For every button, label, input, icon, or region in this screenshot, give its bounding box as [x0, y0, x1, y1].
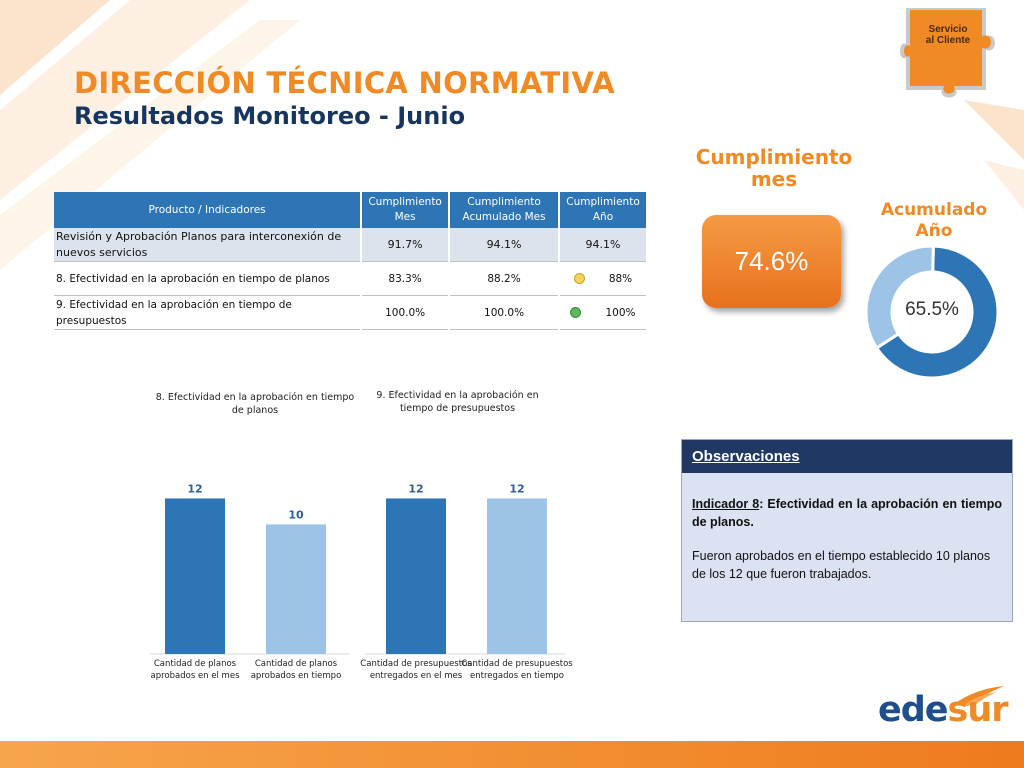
header-cumplimiento-anio: Cumplimiento Año — [559, 192, 646, 228]
service-badge-label: Servicio al Cliente — [915, 24, 981, 46]
chart-planos: 12 Cantidad de planos aprobados en el mes 1… — [150, 482, 350, 681]
category-label: entregados en el mes — [370, 671, 463, 681]
row-mes: 91.7% — [362, 228, 449, 262]
row-acum: 94.1% — [450, 228, 558, 262]
chart-presupuestos-title: 9. Efectividad en la aprobación en tiemp… — [365, 389, 550, 415]
chart-planos-title: 8. Efectividad en la aprobación en tiemp… — [150, 391, 360, 417]
bar — [386, 498, 446, 654]
service-badge-line2: al Cliente — [925, 35, 971, 46]
category-label: Cantidad de presupuestos — [461, 659, 573, 669]
observations-indicator-label: Indicador 8 — [692, 497, 760, 511]
chart-presupuestos-title-line2: tiempo de presupuestos — [399, 403, 516, 414]
data-label: 10 — [288, 508, 304, 521]
page-title: DIRECCIÓN TÉCNICA NORMATIVA — [74, 66, 616, 100]
data-label: 12 — [408, 482, 423, 495]
bar — [487, 498, 547, 654]
row-anio: 94.1% — [559, 228, 646, 262]
observations-indicator: Indicador 8: Efectividad en la aprobació… — [692, 495, 1002, 531]
chart-presupuestos-title-line1: 9. Efectividad en la aprobación en — [376, 390, 539, 401]
footer-bar — [0, 741, 1024, 768]
row-name: Revisión y Aprobación Planos para interc… — [54, 228, 361, 262]
row-name: 9. Efectividad en la aprobación en tiemp… — [54, 296, 361, 330]
category-label: aprobados en tiempo — [251, 671, 342, 681]
puzzle-icon — [900, 8, 995, 98]
observations-text: Fueron aprobados en el tiempo establecid… — [692, 549, 991, 581]
category-label: entregados en tiempo — [470, 671, 564, 681]
category-label: Cantidad de planos — [154, 659, 237, 669]
kpi-month-heading-line2: mes — [750, 167, 798, 191]
kpi-year-heading-line2: Año — [915, 221, 953, 241]
category-label: aprobados en el mes — [151, 671, 241, 681]
bar — [165, 498, 225, 654]
kpi-month-heading-line1: Cumplimiento — [695, 145, 853, 169]
header-product: Producto / Indicadores — [54, 192, 361, 228]
kpi-month-heading: Cumplimiento mes — [686, 146, 862, 190]
donut-slice-accumulated — [874, 244, 1000, 380]
indicators-table: Producto / Indicadores Cumplimiento Mes … — [52, 192, 648, 330]
header-cumplimiento-mes: Cumplimiento Mes — [362, 192, 449, 228]
data-label: 12 — [509, 482, 524, 495]
logo-part-sur: sur — [947, 690, 1009, 730]
category-label: Cantidad de planos — [255, 659, 338, 669]
bar — [266, 524, 326, 654]
observations-body: Indicador 8: Efectividad en la aprobació… — [682, 473, 1012, 583]
kpi-year-heading-line1: Acumulado — [880, 200, 988, 220]
table-header-row: Producto / Indicadores Cumplimiento Mes … — [54, 192, 646, 228]
observations-panel: Observaciones Indicador 8: Efectividad e… — [681, 439, 1013, 622]
row-anio-cell: 88% — [559, 262, 646, 296]
data-label: 12 — [187, 482, 202, 495]
kpi-year-value: 65.5% — [905, 299, 959, 320]
chart-planos-title-line1: 8. Efectividad en la aprobación en tiemp… — [155, 392, 355, 403]
row-acum: 88.2% — [450, 262, 558, 296]
chart-planos-title-line2: de planos — [231, 405, 279, 416]
kpi-month-value: 74.6% — [702, 215, 841, 308]
logo-part-ede: ede — [878, 690, 949, 730]
service-badge-line1: Servicio — [928, 24, 968, 35]
edesur-logo: edesur — [878, 690, 1009, 730]
category-label: Cantidad de presupuestos — [360, 659, 472, 669]
donut-slice-remaining — [864, 244, 935, 351]
row-anio: 100% — [605, 306, 636, 319]
logo-wing-icon — [954, 686, 1004, 706]
row-mes: 100.0% — [362, 296, 449, 330]
status-dot-green — [570, 307, 582, 318]
row-anio: 88% — [608, 272, 633, 285]
page-subtitle: Resultados Monitoreo - Junio — [74, 102, 466, 130]
row-mes: 83.3% — [362, 262, 449, 296]
row-anio-cell: 100% — [559, 296, 646, 330]
header-cumplimiento-acumulado: Cumplimiento Acumulado Mes — [450, 192, 558, 228]
row-name: 8. Efectividad en la aprobación en tiemp… — [54, 262, 361, 296]
table-row: 9. Efectividad en la aprobación en tiemp… — [54, 296, 646, 330]
table-row: Revisión y Aprobación Planos para interc… — [54, 228, 646, 262]
row-acum: 100.0% — [450, 296, 558, 330]
status-dot-yellow — [573, 273, 585, 284]
chart-presupuestos: 12 Cantidad de presupuestos entregados en … — [360, 482, 573, 681]
table-row: 8. Efectividad en la aprobación en tiemp… — [54, 262, 646, 296]
kpi-year-donut — [864, 244, 1000, 380]
observations-heading: Observaciones — [682, 440, 1012, 473]
observations-indicator-text: : Efectividad en la aprobación en tiempo… — [692, 497, 1002, 529]
kpi-year-heading: Acumulado Año — [866, 200, 1002, 242]
